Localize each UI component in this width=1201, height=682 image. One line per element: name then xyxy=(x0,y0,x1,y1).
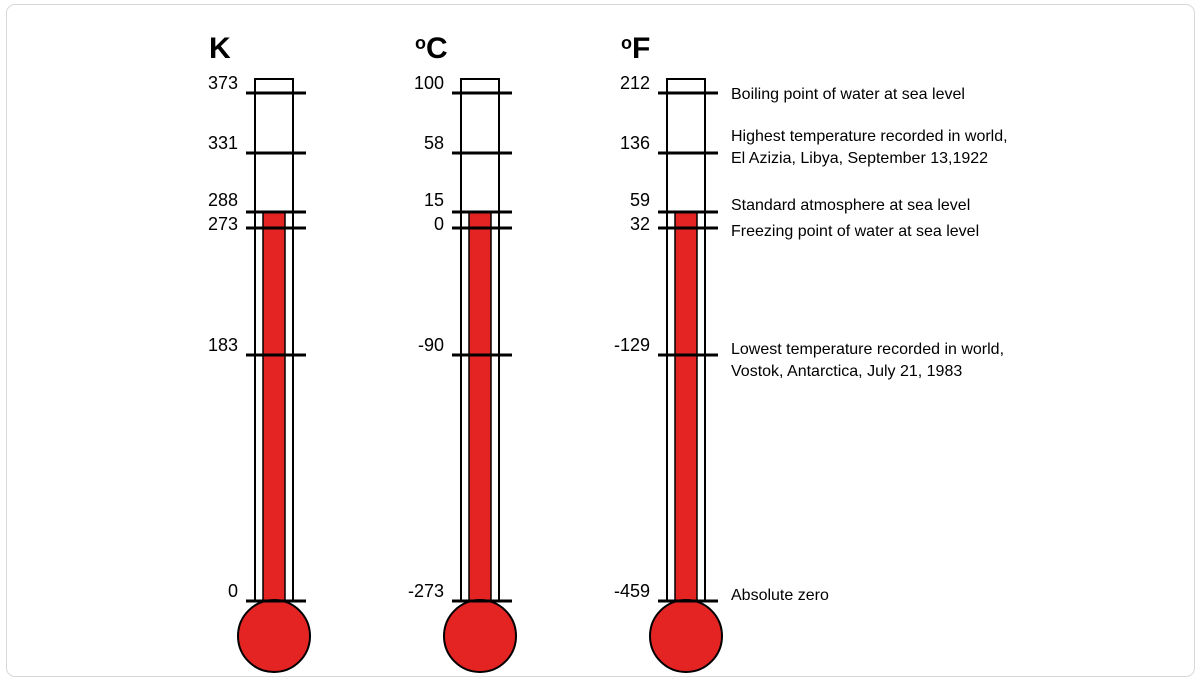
tick-label-highest: 58 xyxy=(424,133,444,153)
tick-label-freezing: 32 xyxy=(630,214,650,234)
scale-title-fahrenheit: oF xyxy=(621,32,650,65)
annotation-standard: Standard atmosphere at sea level xyxy=(731,197,970,214)
annotations: Boiling point of water at sea level Highe… xyxy=(731,86,1008,604)
mercury-column xyxy=(262,211,286,637)
tick-label-absolute_zero: -273 xyxy=(408,581,444,601)
tick-label-absolute_zero: 0 xyxy=(228,581,238,601)
tick-label-boiling: 373 xyxy=(208,73,238,93)
annotation-line: Boiling point of water at sea level xyxy=(731,86,965,103)
tick-label-lowest: 183 xyxy=(208,335,238,355)
tick-label-standard: 59 xyxy=(630,190,650,210)
annotation-boiling: Boiling point of water at sea level xyxy=(731,86,965,103)
tick-label-lowest: -90 xyxy=(418,335,444,355)
tick-label-highest: 331 xyxy=(208,133,238,153)
mercury-column xyxy=(674,211,698,637)
annotation-line: Absolute zero xyxy=(731,587,829,604)
annotation-line: Vostok, Antarctica, July 21, 1983 xyxy=(731,363,962,380)
scale-title-kelvin: K xyxy=(209,32,231,65)
tick-label-standard: 288 xyxy=(208,190,238,210)
annotation-highest: Highest temperature recorded in world, El… xyxy=(731,128,1008,167)
annotation-absolute_zero: Absolute zero xyxy=(731,587,829,604)
diagram-panel xyxy=(6,4,1195,677)
annotation-lowest: Lowest temperature recorded in world, Vos… xyxy=(731,341,1004,380)
tick-label-lowest: -129 xyxy=(614,335,650,355)
tick-label-freezing: 273 xyxy=(208,214,238,234)
thermometer-bulb xyxy=(649,599,723,673)
scale-title-celsius: oC xyxy=(415,32,448,65)
degree-symbol: o xyxy=(621,33,632,53)
annotation-freezing: Freezing point of water at sea level xyxy=(731,223,979,240)
tick-label-boiling: 100 xyxy=(414,73,444,93)
tick-label-standard: 15 xyxy=(424,190,444,210)
thermometer-kelvin: K 373 331 288 273 183 0 xyxy=(208,32,311,673)
annotation-line: Freezing point of water at sea level xyxy=(731,223,979,240)
annotation-line: Standard atmosphere at sea level xyxy=(731,197,970,214)
tick-label-boiling: 212 xyxy=(620,73,650,93)
thermometer-bulb xyxy=(443,599,517,673)
annotation-line: Highest temperature recorded in world, xyxy=(731,128,1008,145)
scale-letter: C xyxy=(426,32,448,65)
scale-letter: F xyxy=(632,32,650,65)
thermometer-celsius: oC 100 58 15 0 -90 -273 xyxy=(408,32,517,673)
tick-label-highest: 136 xyxy=(620,133,650,153)
tick-label-absolute_zero: -459 xyxy=(614,581,650,601)
annotation-line: El Azizia, Libya, September 13,1922 xyxy=(731,150,988,167)
annotation-line: Lowest temperature recorded in world, xyxy=(731,341,1004,358)
mercury-column xyxy=(468,211,492,637)
thermometer-fahrenheit: oF 212 136 59 32 -129 -459 xyxy=(614,32,723,673)
thermometer-bulb xyxy=(237,599,311,673)
degree-symbol: o xyxy=(415,33,426,53)
tick-label-freezing: 0 xyxy=(434,214,444,234)
